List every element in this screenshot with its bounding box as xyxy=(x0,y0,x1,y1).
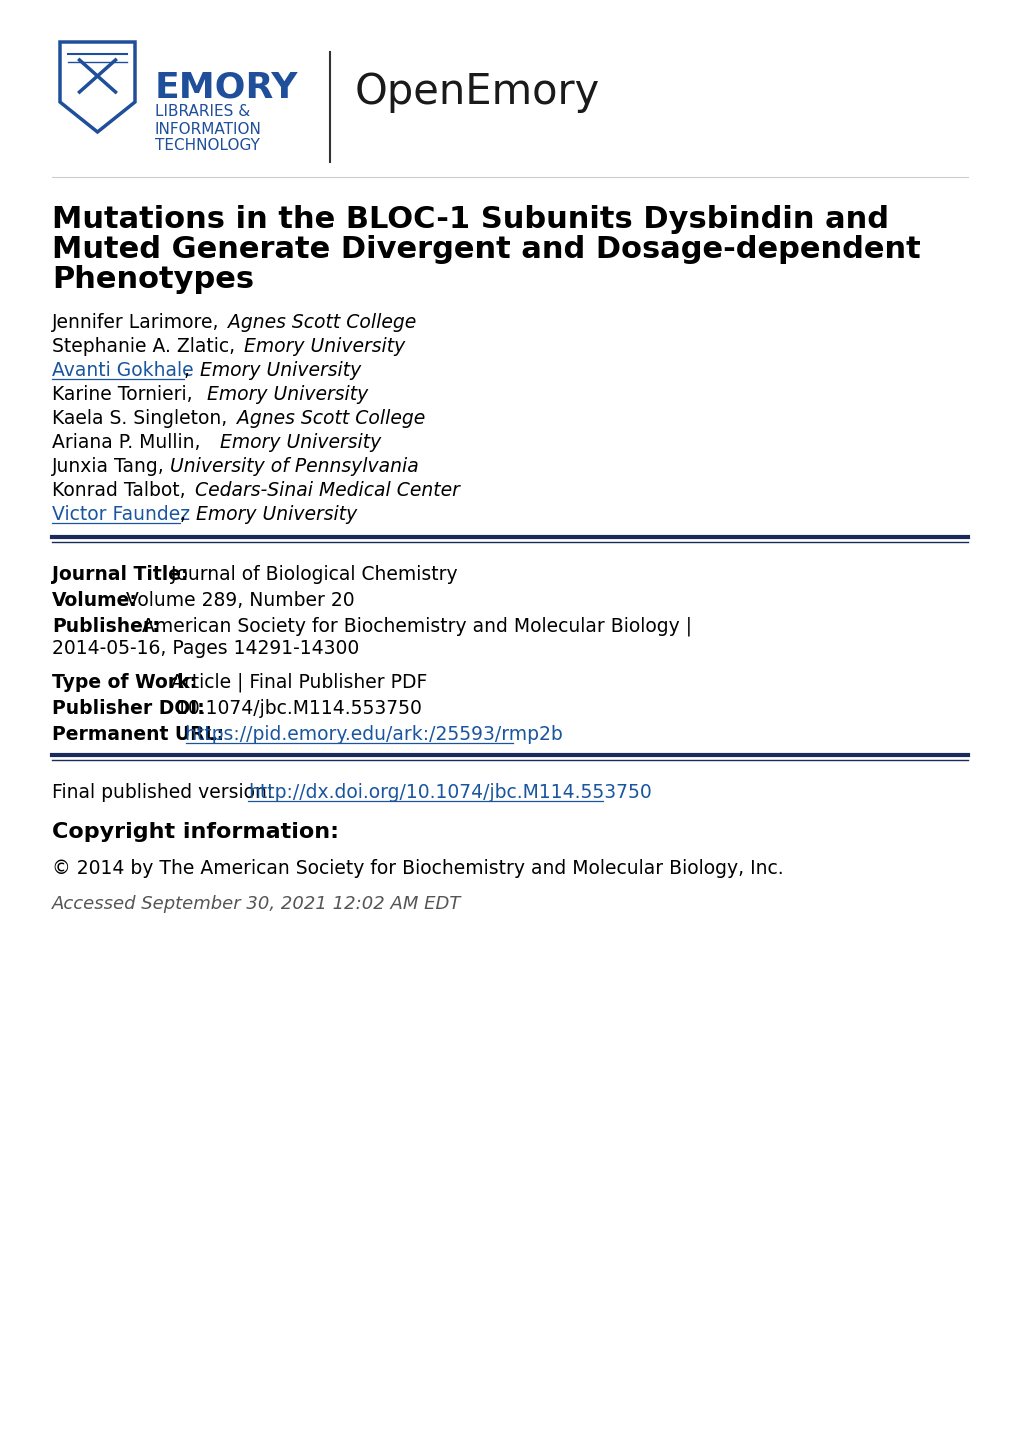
Text: American Society for Biochemistry and Molecular Biology |: American Society for Biochemistry and Mo… xyxy=(136,616,691,636)
Text: Jennifer Larimore,: Jennifer Larimore, xyxy=(52,313,225,332)
Text: © 2014 by The American Society for Biochemistry and Molecular Biology, Inc.: © 2014 by The American Society for Bioch… xyxy=(52,858,783,878)
Text: Copyright information:: Copyright information: xyxy=(52,822,338,842)
Text: Emory University: Emory University xyxy=(200,360,361,379)
Text: INFORMATION: INFORMATION xyxy=(155,121,262,137)
Text: Journal of Biological Chemistry: Journal of Biological Chemistry xyxy=(165,564,458,584)
Text: Stephanie A. Zlatic,: Stephanie A. Zlatic, xyxy=(52,336,240,356)
Text: University of Pennsylvania: University of Pennsylvania xyxy=(170,457,419,476)
Text: Agnes Scott College: Agnes Scott College xyxy=(228,313,416,332)
Text: Mutations in the BLOC-1 Subunits Dysbindin and: Mutations in the BLOC-1 Subunits Dysbind… xyxy=(52,206,889,235)
Text: Volume:: Volume: xyxy=(52,591,138,610)
Text: Journal Title:: Journal Title: xyxy=(52,564,189,584)
Text: Publisher:: Publisher: xyxy=(52,617,160,636)
Text: Victor Faundez: Victor Faundez xyxy=(52,505,190,523)
Text: Kaela S. Singleton,: Kaela S. Singleton, xyxy=(52,408,233,427)
Text: Ariana P. Mullin,: Ariana P. Mullin, xyxy=(52,433,206,451)
Text: https://pid.emory.edu/ark:/25593/rmp2b: https://pid.emory.edu/ark:/25593/rmp2b xyxy=(178,724,562,744)
Text: Agnes Scott College: Agnes Scott College xyxy=(236,408,425,427)
Text: TECHNOLOGY: TECHNOLOGY xyxy=(155,138,260,153)
Text: Cedars-Sinai Medical Center: Cedars-Sinai Medical Center xyxy=(195,480,460,499)
Text: Emory University: Emory University xyxy=(244,336,405,356)
Text: Emory University: Emory University xyxy=(220,433,381,451)
Text: Emory University: Emory University xyxy=(207,385,368,404)
Text: ,: , xyxy=(183,360,196,379)
Text: Junxia Tang,: Junxia Tang, xyxy=(52,457,170,476)
Text: Volume 289, Number 20: Volume 289, Number 20 xyxy=(120,591,355,610)
Text: EMORY: EMORY xyxy=(155,71,299,104)
Text: Avanti Gokhale: Avanti Gokhale xyxy=(52,360,194,379)
Text: LIBRARIES &: LIBRARIES & xyxy=(155,104,250,120)
Text: 10.1074/jbc.M114.553750: 10.1074/jbc.M114.553750 xyxy=(170,698,422,718)
Text: Emory University: Emory University xyxy=(196,505,357,523)
Polygon shape xyxy=(60,42,135,133)
Text: Accessed September 30, 2021 12:02 AM EDT: Accessed September 30, 2021 12:02 AM EDT xyxy=(52,895,461,913)
Text: Publisher DOI:: Publisher DOI: xyxy=(52,698,205,718)
Text: http://dx.doi.org/10.1074/jbc.M114.553750: http://dx.doi.org/10.1074/jbc.M114.55375… xyxy=(248,783,651,802)
Text: ,: , xyxy=(179,505,192,523)
Text: Permanent URL:: Permanent URL: xyxy=(52,724,224,744)
Text: Karine Tornieri,: Karine Tornieri, xyxy=(52,385,199,404)
Text: Type of Work:: Type of Work: xyxy=(52,672,197,692)
Text: Article | Final Publisher PDF: Article | Final Publisher PDF xyxy=(165,672,427,692)
Text: Muted Generate Divergent and Dosage-dependent: Muted Generate Divergent and Dosage-depe… xyxy=(52,235,920,264)
Text: Phenotypes: Phenotypes xyxy=(52,265,254,294)
Text: 2014-05-16, Pages 14291-14300: 2014-05-16, Pages 14291-14300 xyxy=(52,639,359,658)
Text: OpenEmory: OpenEmory xyxy=(355,71,599,112)
Text: Final published version:: Final published version: xyxy=(52,783,279,802)
Text: Konrad Talbot,: Konrad Talbot, xyxy=(52,480,192,499)
